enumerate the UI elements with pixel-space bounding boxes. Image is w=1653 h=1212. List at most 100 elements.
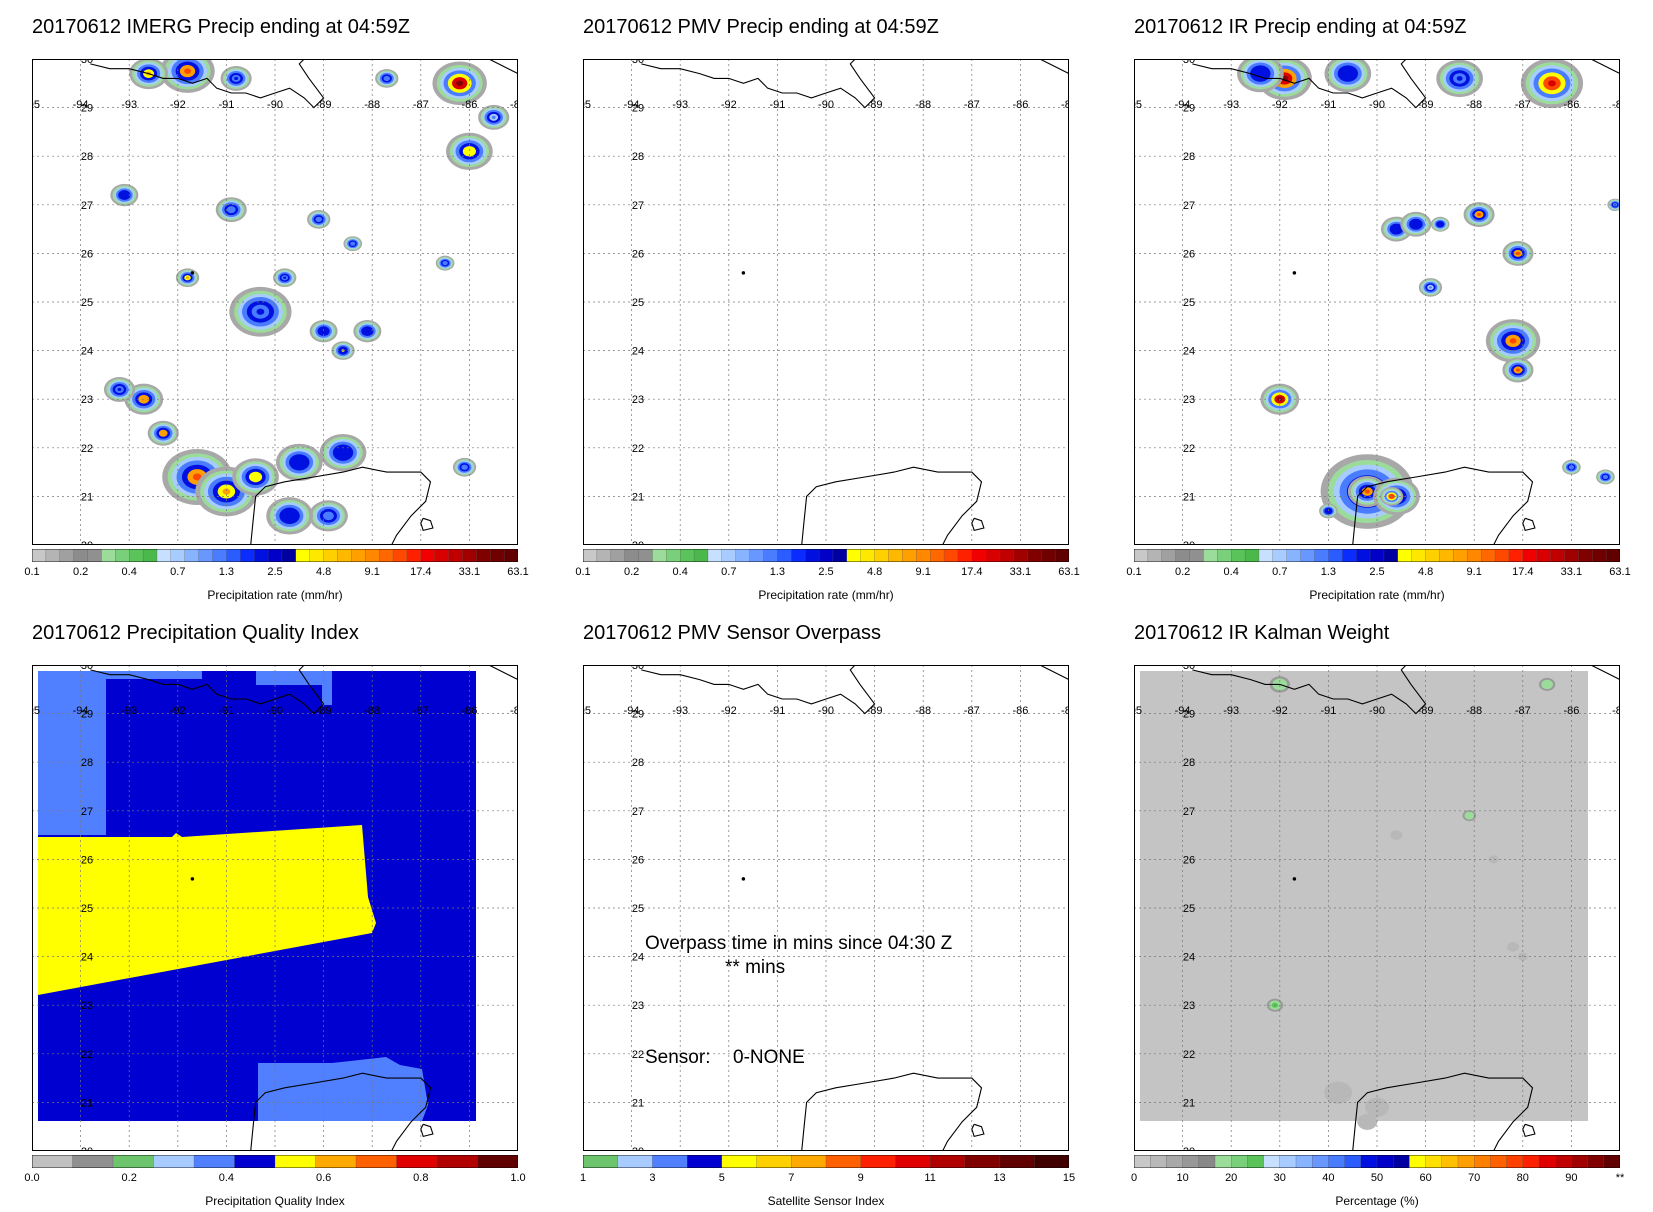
sensor-value: 0-NONE bbox=[733, 1047, 805, 1068]
kalman-shade bbox=[1324, 1081, 1353, 1104]
colorbar-swatch bbox=[666, 549, 681, 562]
chart-panel-6: 20170612 IR Kalman Weight -95-94-93-92-9… bbox=[1102, 606, 1653, 1212]
map-plot: -95 -94 -93 -92 -91 -90 -89 -88 -87 -86 -85 20 21 22 2… bbox=[32, 59, 518, 545]
lon-tick-label: -95 bbox=[583, 99, 591, 111]
colorbar-labels: 0.1 0.2 0.4 0.7 1.3 2.5 4.8 9.1 17.4 33.1 63.1 bbox=[24, 566, 528, 582]
lat-tick-label: 20 bbox=[81, 1146, 93, 1151]
colorbar-swatch bbox=[281, 549, 297, 562]
colorbar-swatch bbox=[1522, 549, 1538, 562]
lat-tick-label: 21 bbox=[81, 491, 93, 503]
colorbar-tick-label: 2.5 bbox=[818, 566, 834, 578]
colorbar-swatch bbox=[1592, 549, 1607, 562]
lat-tick-label: 27 bbox=[81, 806, 93, 818]
lon-tick-label: -89 bbox=[1418, 99, 1434, 111]
colorbar-swatch bbox=[583, 549, 598, 562]
lat-tick-label: 27 bbox=[1183, 200, 1195, 212]
lat-tick-label: 23 bbox=[81, 1000, 93, 1012]
lat-tick-label: 22 bbox=[632, 1049, 644, 1061]
colorbar-tick-label: 0.0 bbox=[24, 1172, 40, 1184]
kalman-shade bbox=[1365, 1097, 1389, 1117]
colorbar bbox=[583, 1155, 1069, 1168]
colorbar-tick-label: 11 bbox=[924, 1172, 936, 1184]
coastline-yucatan bbox=[1352, 1072, 1534, 1151]
overpass-value-text: ** mins bbox=[725, 957, 786, 978]
lat-tick-label: 23 bbox=[81, 394, 93, 406]
colorbar-swatch bbox=[749, 549, 765, 562]
colorbar-swatch bbox=[32, 1155, 74, 1168]
colorbar-swatch bbox=[686, 1155, 723, 1168]
colorbar-swatch bbox=[763, 549, 779, 562]
colorbar-swatch bbox=[59, 549, 75, 562]
precip-cell bbox=[1390, 495, 1394, 498]
lat-tick-label: 27 bbox=[632, 200, 644, 212]
colorbar-swatch bbox=[129, 549, 144, 562]
precip-cell bbox=[365, 329, 370, 333]
colorbar-tick-label: 1.3 bbox=[1320, 566, 1337, 578]
colorbar-swatch bbox=[1263, 1155, 1281, 1168]
precip-cell bbox=[351, 242, 354, 245]
colorbar-tick-label: 2.5 bbox=[267, 566, 283, 578]
lon-tick-label: -86 bbox=[461, 99, 477, 111]
coastline-cozumel bbox=[420, 1123, 434, 1138]
chart-panel-3: 20170612 IR Precip ending at 04:59Z -95-… bbox=[1102, 0, 1653, 606]
lon-tick-label: -86 bbox=[1012, 99, 1028, 111]
plot-frame bbox=[32, 59, 518, 545]
colorbar-swatch bbox=[1397, 549, 1413, 562]
colorbar-swatch bbox=[436, 1155, 479, 1168]
lon-tick-label: -88 bbox=[1466, 99, 1482, 111]
lat-tick-label: 21 bbox=[1183, 1097, 1195, 1109]
chart-panel-2: 20170612 PMV Precip ending at 04:59Z -95… bbox=[551, 0, 1102, 606]
colorbar-swatch bbox=[964, 1155, 1001, 1168]
colorbar-tick-label: 0.1 bbox=[575, 566, 591, 578]
lon-tick-label: -95 bbox=[1134, 705, 1142, 717]
tick-labels: -95 -94 -93 -92 -91 -90 -89 -88 -87 -86 -85 20 21 22 2… bbox=[583, 665, 1069, 1151]
precip-cell bbox=[286, 513, 293, 519]
map-plot: -95 -94 -93 -92 -91 -90 -89 -88 -87 -86 -85 20 21 22 2… bbox=[583, 665, 1069, 1151]
colorbar bbox=[32, 549, 518, 562]
coastline-gulf bbox=[641, 665, 1069, 715]
colorbar-swatch bbox=[721, 1155, 758, 1168]
lat-tick-label: 21 bbox=[1183, 491, 1195, 503]
reef-marker bbox=[741, 271, 746, 275]
kalman-background bbox=[1140, 671, 1588, 1121]
lat-tick-label: 30 bbox=[81, 59, 93, 66]
colorbar-swatch bbox=[234, 1155, 276, 1168]
lat-tick-label: 29 bbox=[1183, 709, 1195, 721]
precip-cell bbox=[1466, 813, 1473, 818]
lon-tick-label: -90 bbox=[818, 705, 834, 717]
colorbar-swatch bbox=[1571, 1155, 1589, 1168]
colorbar-tick-label: 4.8 bbox=[315, 566, 332, 578]
colorbar-tick-label: 0.2 bbox=[121, 1172, 137, 1184]
colorbar-swatch bbox=[212, 549, 228, 562]
region-0.6 bbox=[38, 825, 376, 995]
colorbar-swatch bbox=[1175, 549, 1191, 562]
colorbar-swatch bbox=[1490, 1155, 1508, 1168]
lon-tick-label: -90 bbox=[1369, 705, 1385, 717]
colorbar-swatch bbox=[226, 549, 241, 562]
colorbar-tick-label: 0.1 bbox=[24, 566, 40, 578]
lon-tick-label: -85 bbox=[510, 99, 518, 111]
colorbar-tick-label: 3 bbox=[649, 1172, 656, 1184]
coastline-cozumel bbox=[971, 1123, 985, 1138]
lon-tick-label: -86 bbox=[1563, 99, 1579, 111]
colorbar-swatch bbox=[1034, 1155, 1069, 1168]
lat-tick-label: 24 bbox=[1183, 952, 1195, 964]
colorbar-swatch bbox=[832, 549, 848, 562]
colorbar-swatch bbox=[985, 549, 1001, 562]
precip-cell bbox=[443, 262, 447, 265]
colorbar-swatch bbox=[32, 549, 47, 562]
tick-labels: -95 -94 -93 -92 -91 -90 -89 -88 -87 -86 -85 20 21 22 2… bbox=[1134, 59, 1620, 545]
colorbar-swatch bbox=[1150, 1155, 1168, 1168]
colorbar-swatch bbox=[1409, 1155, 1427, 1168]
lat-tick-label: 27 bbox=[632, 806, 644, 818]
colorbar-swatch bbox=[355, 1155, 398, 1168]
colorbar-swatch bbox=[1272, 549, 1288, 562]
reef-marker bbox=[1292, 877, 1297, 881]
lon-tick-label: -90 bbox=[267, 705, 283, 717]
colorbar-tick-label: 0.2 bbox=[72, 566, 89, 578]
coastline-gulf bbox=[90, 59, 518, 109]
colorbar-tick-label: 80 bbox=[1516, 1172, 1529, 1184]
colorbar-swatch bbox=[1344, 1155, 1362, 1168]
lon-tick-label: -92 bbox=[170, 99, 186, 111]
precip-cell bbox=[184, 68, 191, 74]
